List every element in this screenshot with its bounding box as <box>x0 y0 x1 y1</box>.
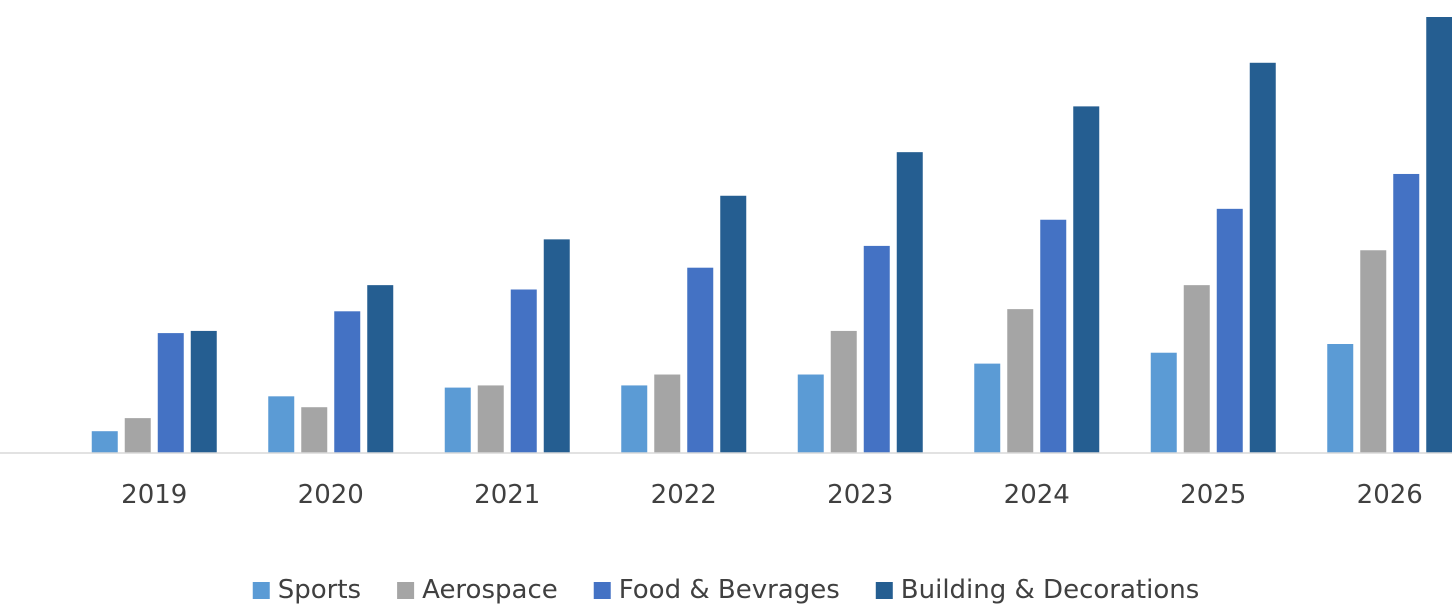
bar-2019-food-bevrages <box>157 333 184 453</box>
bar-2019-sports <box>91 431 118 453</box>
bar-2020-food-bevrages <box>334 311 361 453</box>
bar-2022-sports <box>621 385 648 453</box>
bar-2025-food-bevrages <box>1216 208 1243 453</box>
legend-label: Building & Decorations <box>901 575 1199 605</box>
legend-item-food-bevrages: Food & Bevrages <box>593 575 840 605</box>
x-tick-label: 2023 <box>827 480 893 510</box>
x-tick-label: 2020 <box>298 480 364 510</box>
bar-2026-building-decorations <box>1426 17 1452 453</box>
x-tick-label: 2025 <box>1180 480 1246 510</box>
bar-2021-food-bevrages <box>510 289 537 453</box>
bar-2021-sports <box>444 387 471 453</box>
x-tick-label: 2024 <box>1004 480 1070 510</box>
legend-swatch <box>875 582 893 599</box>
bar-2023-food-bevrages <box>863 245 890 453</box>
bar-2022-building-decorations <box>720 195 747 453</box>
bar-2019-aerospace <box>124 418 151 453</box>
bar-2021-aerospace <box>477 385 504 453</box>
legend-item-aerospace: Aerospace <box>397 575 558 605</box>
bar-2019-building-decorations <box>190 330 217 453</box>
bar-2026-aerospace <box>1360 250 1387 453</box>
bar-2023-aerospace <box>830 330 857 453</box>
bar-2020-building-decorations <box>367 285 394 453</box>
x-tick-label: 2021 <box>474 480 540 510</box>
bar-2020-sports <box>268 396 295 453</box>
bar-2024-sports <box>974 363 1001 453</box>
bar-2020-aerospace <box>301 407 328 453</box>
bar-2022-food-bevrages <box>687 267 714 453</box>
bar-2024-food-bevrages <box>1040 219 1067 453</box>
bar-2025-aerospace <box>1183 285 1210 453</box>
legend-item-building-decorations: Building & Decorations <box>875 575 1199 605</box>
bar-2024-aerospace <box>1007 309 1034 453</box>
legend-label: Food & Bevrages <box>619 575 840 605</box>
legend-swatch <box>397 582 415 599</box>
bar-2024-building-decorations <box>1073 106 1100 453</box>
legend-swatch <box>593 582 611 599</box>
bars-group <box>91 17 1452 453</box>
legend-label: Aerospace <box>422 575 558 605</box>
bar-2025-building-decorations <box>1249 62 1276 453</box>
legend-label: Sports <box>278 575 361 605</box>
bar-2023-sports <box>797 374 824 453</box>
bar-2025-sports <box>1150 352 1177 453</box>
bar-2026-food-bevrages <box>1393 173 1420 453</box>
bar-2022-aerospace <box>654 374 681 453</box>
x-tick-label: 2019 <box>121 480 187 510</box>
bar-2023-building-decorations <box>896 152 923 453</box>
x-tick-labels: 2019 2020 2021 2022 2023 2024 2025 2026 <box>121 480 1423 510</box>
legend-item-sports: Sports <box>252 575 361 605</box>
bar-2021-building-decorations <box>543 239 570 453</box>
x-tick-label: 2022 <box>651 480 717 510</box>
legend-swatch <box>252 582 270 599</box>
x-tick-label: 2026 <box>1357 480 1423 510</box>
legend: Sports Aerospace Food & Bevrages Building &… <box>252 575 1199 605</box>
bar-2026-sports <box>1327 344 1354 453</box>
